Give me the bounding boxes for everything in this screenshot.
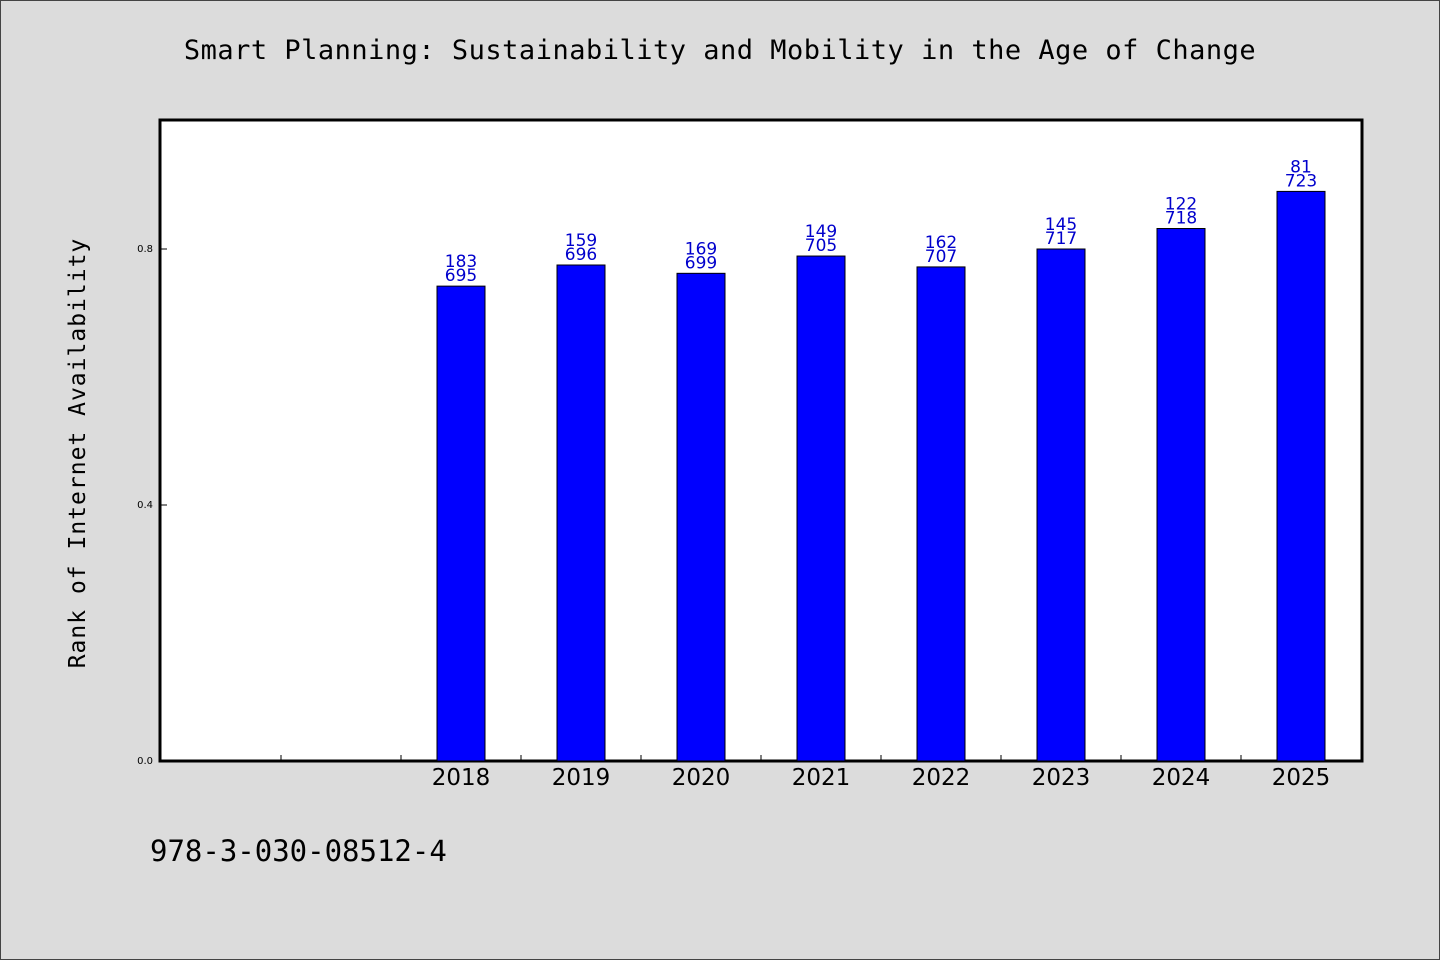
x-tick-label: 2019 [552, 765, 611, 791]
bar-label-bottom: 717 [1045, 229, 1077, 249]
bar-label-bottom: 723 [1285, 171, 1317, 191]
y-tick-label: 0.4 [137, 500, 153, 511]
x-tick-label: 2018 [432, 765, 491, 791]
bar [1036, 248, 1086, 762]
bar-label-top: 145 [1045, 215, 1077, 235]
x-tick-label: 2024 [1152, 765, 1211, 791]
y-tick-label: 0.0 [137, 756, 153, 767]
bar-label-top: 169 [685, 239, 717, 259]
bar [1276, 190, 1326, 762]
bar [676, 272, 726, 762]
x-tick-label: 2020 [672, 765, 731, 791]
chart-title: Smart Planning: Sustainability and Mobil… [183, 35, 1257, 66]
bar-label-top: 159 [565, 231, 597, 251]
bar-label-bottom: 705 [805, 236, 837, 256]
bar-label-bottom: 696 [565, 245, 597, 265]
bar [916, 266, 966, 762]
isbn-text: 978-3-030-08512-4 [150, 834, 447, 868]
bar-label-bottom: 707 [925, 247, 957, 267]
bar [556, 264, 606, 762]
bar-label-top: 81 [1290, 157, 1312, 177]
bar-label-bottom: 718 [1165, 209, 1197, 229]
bar-label-bottom: 695 [445, 266, 477, 286]
x-tick-label: 2021 [792, 765, 851, 791]
bar-label-top: 149 [805, 222, 837, 242]
bar-label-top: 183 [445, 252, 477, 272]
bar-label-top: 122 [1165, 195, 1197, 215]
bar [1156, 228, 1206, 762]
x-tick-label: 2025 [1272, 765, 1331, 791]
x-tick-label: 2023 [1032, 765, 1091, 791]
y-tick-label: 0.8 [137, 244, 153, 255]
x-tick-label: 2022 [912, 765, 971, 791]
bar [796, 255, 846, 762]
bar-label-bottom: 699 [685, 253, 717, 273]
bar-label-top: 162 [925, 233, 957, 253]
bar [436, 285, 486, 762]
